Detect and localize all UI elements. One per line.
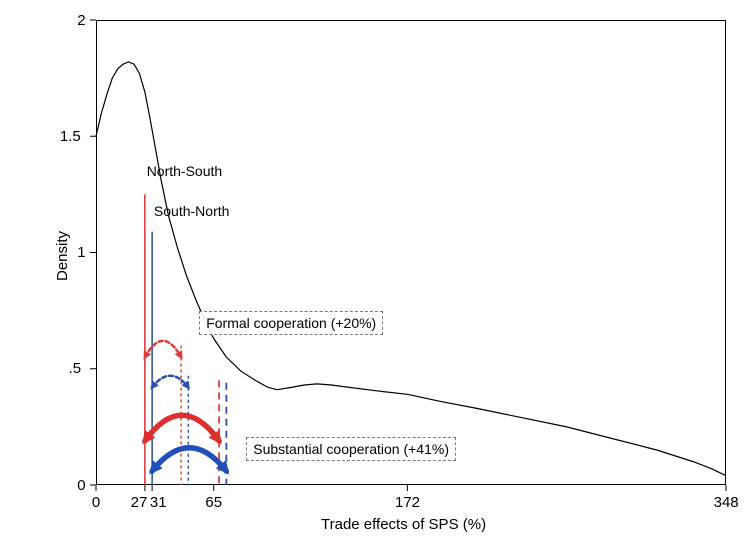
annot-south-north: South-North — [154, 203, 229, 219]
formal-cooperation-box: Formal cooperation (+20%) — [199, 311, 383, 335]
chart-frame: Density Trade effects of SPS (%) North-S… — [0, 0, 754, 551]
arc-red_formal — [145, 341, 181, 357]
y-tick-label: 0 — [77, 477, 85, 494]
y-tick-label: 2 — [77, 12, 85, 29]
arc-blue_formal — [152, 376, 188, 388]
x-tick-label: 31 — [150, 494, 167, 511]
x-tick-label: 348 — [714, 494, 739, 511]
x-tick-label: 172 — [395, 494, 420, 511]
x-tick-label: 27 — [131, 494, 148, 511]
density-curve — [96, 62, 726, 476]
x-tick-label: 0 — [92, 494, 100, 511]
x-axis-title: Trade effects of SPS (%) — [321, 516, 486, 533]
y-tick-label: 1 — [77, 244, 85, 261]
annot-north-south: North-South — [147, 163, 222, 179]
x-tick-label: 65 — [205, 494, 222, 511]
arc-red_subst — [145, 415, 219, 441]
substantial-cooperation-box: Substantial cooperation (+41%) — [246, 437, 456, 461]
y-axis-title: Density — [54, 231, 71, 281]
y-tick-label: 1.5 — [60, 128, 81, 145]
chart-svg — [0, 0, 754, 551]
y-tick-label: .5 — [69, 360, 82, 377]
arc-blue_subst — [152, 448, 226, 471]
